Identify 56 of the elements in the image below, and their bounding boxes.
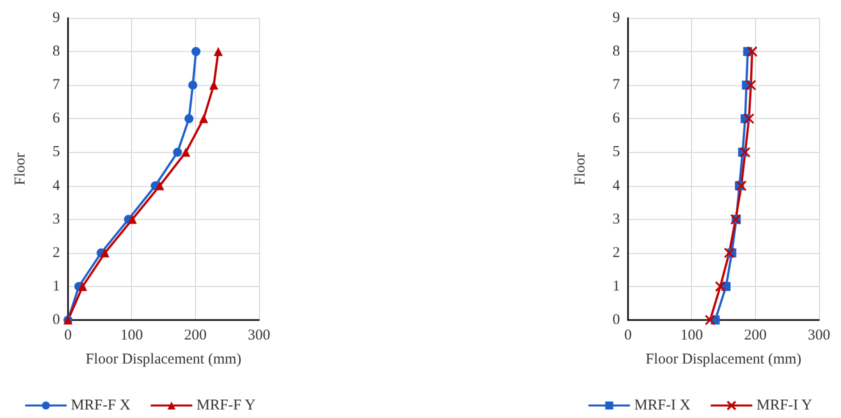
y-tick-label: 2 bbox=[612, 244, 620, 261]
y-tick-label: 1 bbox=[52, 278, 60, 294]
point bbox=[184, 114, 194, 124]
x-tick-label: 100 bbox=[120, 328, 143, 344]
y-tick-label: 9 bbox=[612, 10, 620, 26]
x-axis-title: Floor Displacement (mm) bbox=[86, 352, 242, 368]
y-tick-label: 0 bbox=[52, 312, 60, 328]
y-tick-label: 8 bbox=[52, 44, 60, 60]
y-tick-label: 4 bbox=[612, 178, 620, 194]
y-tick-label: 5 bbox=[612, 144, 620, 160]
x-tick-label: 200 bbox=[184, 328, 207, 344]
y-tick-label: 7 bbox=[52, 77, 60, 94]
y-tick-label: 9 bbox=[52, 10, 60, 26]
legend-label: MRF-I Y bbox=[756, 398, 812, 414]
point bbox=[214, 47, 223, 56]
y-axis-title: Floor bbox=[12, 152, 28, 186]
y-tick-label: 8 bbox=[612, 44, 620, 60]
x-tick-label: 100 bbox=[680, 328, 703, 344]
x-tick-label: 0 bbox=[64, 328, 72, 344]
y-tick-label: 7 bbox=[612, 77, 620, 94]
point bbox=[188, 80, 198, 90]
point bbox=[181, 148, 190, 157]
x-tick-label: 0 bbox=[624, 328, 632, 344]
point bbox=[78, 282, 88, 291]
point bbox=[744, 113, 754, 124]
x-tick-label: 200 bbox=[744, 328, 767, 344]
x-tick-label: 300 bbox=[808, 328, 830, 344]
x-axis-title: Floor Displacement (mm) bbox=[646, 352, 802, 368]
legend-label: MRF-F X bbox=[70, 398, 131, 414]
y-tick-label: 2 bbox=[52, 244, 60, 261]
y-tick-label: 0 bbox=[612, 312, 620, 328]
legend-label: MRF-F Y bbox=[196, 398, 256, 414]
y-tick-label: 5 bbox=[52, 144, 60, 160]
point bbox=[740, 146, 751, 158]
y-tick-label: 3 bbox=[52, 211, 60, 228]
y-tick-label: 6 bbox=[52, 110, 60, 127]
y-tick-label: 6 bbox=[612, 110, 620, 127]
point bbox=[191, 47, 200, 56]
point bbox=[745, 80, 756, 91]
point bbox=[209, 80, 218, 90]
point bbox=[173, 148, 182, 157]
point bbox=[746, 46, 758, 57]
point bbox=[714, 281, 726, 292]
y-tick-label: 1 bbox=[612, 278, 620, 294]
y-tick-label: 3 bbox=[612, 211, 620, 228]
legend-label: MRF-I X bbox=[634, 398, 691, 414]
point bbox=[704, 314, 716, 326]
y-tick-label: 4 bbox=[52, 178, 60, 194]
x-tick-label: 300 bbox=[248, 328, 270, 344]
point bbox=[199, 114, 208, 124]
point bbox=[724, 247, 735, 258]
point bbox=[155, 181, 164, 190]
point bbox=[128, 214, 137, 224]
y-axis-title: Floor bbox=[572, 152, 588, 186]
point bbox=[100, 248, 110, 258]
point bbox=[736, 180, 747, 192]
